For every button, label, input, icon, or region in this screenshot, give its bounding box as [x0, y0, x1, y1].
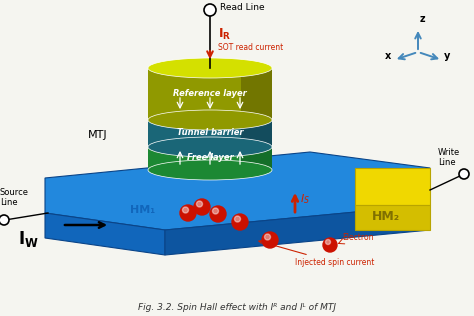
Polygon shape	[241, 145, 272, 170]
Text: Source
Line: Source Line	[0, 188, 29, 207]
Ellipse shape	[148, 108, 272, 128]
Polygon shape	[355, 168, 430, 205]
Text: Electron: Electron	[342, 233, 374, 242]
Polygon shape	[148, 118, 272, 147]
Text: $\mathbf{I_W}$: $\mathbf{I_W}$	[18, 229, 39, 249]
Text: SOT read current: SOT read current	[218, 43, 283, 52]
Circle shape	[232, 214, 248, 230]
Circle shape	[210, 206, 226, 222]
Circle shape	[264, 234, 271, 240]
Text: z: z	[420, 14, 426, 24]
Ellipse shape	[148, 110, 272, 130]
Polygon shape	[241, 118, 272, 147]
Ellipse shape	[148, 137, 272, 157]
Circle shape	[182, 207, 189, 213]
Polygon shape	[45, 213, 165, 255]
Polygon shape	[148, 145, 272, 170]
Text: $\mathbf{I_R}$: $\mathbf{I_R}$	[218, 27, 231, 42]
Text: Free layer: Free layer	[187, 153, 233, 162]
Circle shape	[212, 208, 219, 214]
Ellipse shape	[148, 58, 272, 78]
Text: x: x	[385, 51, 391, 61]
Polygon shape	[355, 205, 430, 230]
Polygon shape	[148, 68, 272, 120]
Circle shape	[326, 240, 330, 245]
Text: Injected spin current: Injected spin current	[259, 240, 374, 267]
Text: Tunnel barrier: Tunnel barrier	[177, 128, 243, 137]
Text: y: y	[444, 51, 450, 61]
Circle shape	[235, 216, 240, 222]
Circle shape	[197, 201, 202, 207]
Ellipse shape	[148, 160, 272, 180]
Ellipse shape	[148, 135, 272, 155]
Text: Reference layer: Reference layer	[173, 89, 247, 99]
Polygon shape	[165, 205, 430, 255]
Text: HM₂: HM₂	[372, 210, 400, 223]
Circle shape	[194, 199, 210, 215]
Circle shape	[0, 215, 9, 225]
Circle shape	[180, 205, 196, 221]
Circle shape	[459, 169, 469, 179]
Text: Read Line: Read Line	[220, 3, 264, 13]
Text: $I_S$: $I_S$	[300, 192, 310, 206]
Text: Write
Line: Write Line	[438, 148, 460, 167]
Text: HM₁: HM₁	[130, 205, 155, 215]
Circle shape	[204, 4, 216, 16]
Text: Fig. 3.2. Spin Hall effect with Iᴿ and Iᴸ of MTJ: Fig. 3.2. Spin Hall effect with Iᴿ and I…	[138, 303, 336, 313]
Text: MTJ: MTJ	[88, 130, 108, 140]
Circle shape	[323, 238, 337, 252]
Polygon shape	[45, 152, 430, 230]
Polygon shape	[241, 68, 272, 120]
Circle shape	[262, 232, 278, 248]
